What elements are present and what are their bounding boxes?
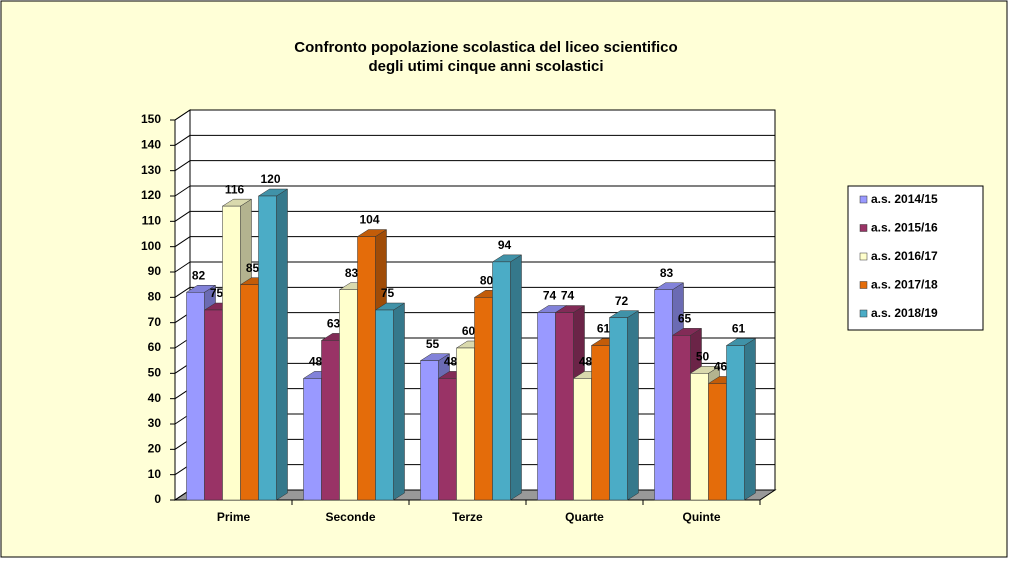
value-label: 46 <box>714 360 728 374</box>
y-tick-label: 60 <box>148 340 162 354</box>
bar <box>672 335 691 501</box>
y-tick-label: 40 <box>148 391 162 405</box>
bar <box>357 236 376 501</box>
grid-line <box>174 210 191 222</box>
bar <box>573 378 592 501</box>
y-tick-label: 100 <box>141 239 161 253</box>
grid-line <box>174 261 191 273</box>
x-tick-label: Quarte <box>565 510 604 524</box>
grid-line <box>174 134 191 146</box>
chart-title: Confronto popolazione scolastica del lic… <box>294 39 677 56</box>
bar <box>492 261 511 501</box>
bar-side <box>510 254 522 501</box>
value-label: 61 <box>732 322 746 336</box>
grid-line <box>174 185 191 197</box>
bar <box>420 360 439 501</box>
x-tick-label: Terze <box>452 510 483 524</box>
y-tick-label: 150 <box>141 112 161 126</box>
grid-line <box>174 109 191 121</box>
chart-title: degli utimi cinque anni scolastici <box>368 58 603 75</box>
legend-swatch <box>859 252 868 261</box>
y-tick-label: 140 <box>141 138 161 152</box>
value-label: 63 <box>327 317 341 331</box>
y-tick-label: 0 <box>154 492 161 506</box>
legend-swatch <box>859 195 868 204</box>
value-label: 74 <box>543 289 557 303</box>
value-label: 80 <box>480 274 494 288</box>
bar <box>609 317 628 501</box>
bar <box>456 347 475 501</box>
value-label: 65 <box>678 312 692 326</box>
grid-line <box>174 286 191 298</box>
bar <box>654 289 673 501</box>
bar <box>555 312 574 501</box>
y-tick-label: 30 <box>148 416 162 430</box>
value-label: 120 <box>260 172 280 186</box>
x-tick-label: Quinte <box>683 510 721 524</box>
legend-swatch <box>859 224 868 232</box>
y-tick-label: 80 <box>148 290 162 304</box>
bar <box>204 309 223 501</box>
bar <box>375 309 394 501</box>
grid-line <box>174 160 191 172</box>
value-label: 85 <box>246 261 260 275</box>
bar <box>339 289 358 501</box>
bar <box>303 378 322 501</box>
y-tick-label: 90 <box>148 264 162 278</box>
bar <box>708 383 727 501</box>
value-label: 50 <box>696 350 710 364</box>
bar <box>726 345 745 501</box>
bar <box>186 292 205 501</box>
bar-side <box>744 338 756 501</box>
bar-side <box>276 188 288 501</box>
bar-side <box>393 302 405 501</box>
legend-label: a.s. 2016/17 <box>871 249 938 263</box>
y-tick-label: 70 <box>148 315 162 329</box>
legend-swatch <box>859 309 868 318</box>
bar <box>474 297 493 501</box>
value-label: 75 <box>381 286 395 300</box>
y-tick-label: 120 <box>141 188 161 202</box>
value-label: 116 <box>225 182 245 196</box>
legend-label: a.s. 2018/19 <box>871 306 938 320</box>
value-label: 72 <box>615 294 629 308</box>
value-label: 60 <box>462 324 476 338</box>
y-tick-label: 130 <box>141 163 161 177</box>
value-label: 104 <box>359 213 379 227</box>
legend-label: a.s. 2017/18 <box>871 278 938 292</box>
value-label: 61 <box>597 322 611 336</box>
value-label: 48 <box>309 355 323 369</box>
value-label: 83 <box>660 266 674 280</box>
legend-swatch <box>859 281 868 289</box>
value-label: 48 <box>579 355 593 369</box>
bar <box>321 340 340 501</box>
x-tick-label: Prime <box>217 510 251 524</box>
y-tick-label: 10 <box>148 467 162 481</box>
value-label: 74 <box>561 289 575 303</box>
grid-line <box>174 236 191 248</box>
legend-label: a.s. 2015/16 <box>871 221 938 235</box>
bar <box>438 378 457 501</box>
x-tick-label: Seconde <box>325 510 375 524</box>
value-label: 94 <box>498 238 512 252</box>
bar <box>258 195 277 501</box>
bar <box>537 312 556 501</box>
y-tick-label: 110 <box>142 214 162 228</box>
y-tick-label: 50 <box>148 366 162 380</box>
value-label: 83 <box>345 266 359 280</box>
bar <box>690 373 709 501</box>
y-tick-label: 20 <box>148 442 162 456</box>
bar <box>222 205 241 501</box>
legend-label: a.s. 2014/15 <box>871 192 938 206</box>
bar-side <box>627 310 639 501</box>
bar <box>591 345 610 501</box>
bar <box>240 284 259 501</box>
legend-box <box>847 185 984 331</box>
value-label: 75 <box>210 286 224 300</box>
value-label: 55 <box>426 337 440 351</box>
value-label: 82 <box>192 268 206 282</box>
value-label: 48 <box>444 355 458 369</box>
